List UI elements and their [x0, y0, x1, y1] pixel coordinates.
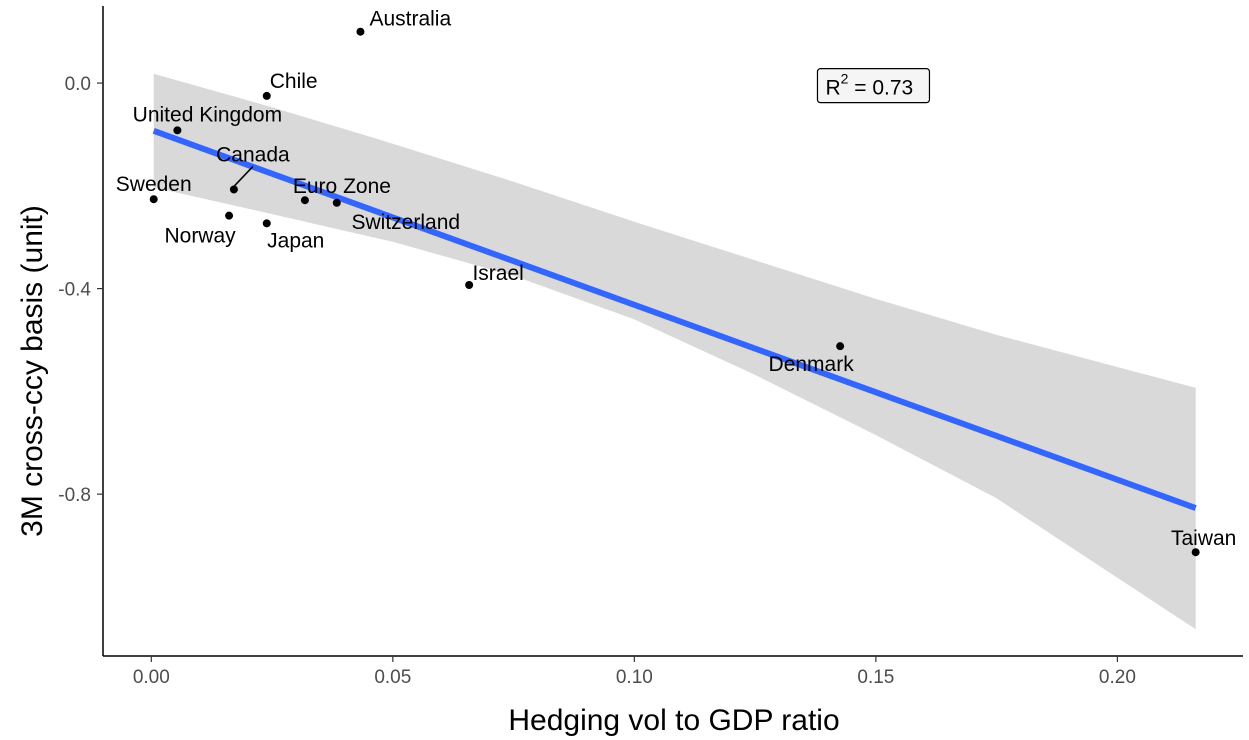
point-label: Sweden [116, 173, 192, 196]
point-label: Canada [216, 143, 290, 166]
data-point [836, 342, 845, 351]
data-point [225, 211, 234, 220]
point-label: Euro Zone [293, 175, 391, 198]
data-point [149, 195, 158, 204]
y-tick-label: -0.4 [58, 280, 91, 301]
point-label: Chile [270, 70, 318, 93]
x-tick-label: 0.05 [374, 667, 411, 688]
point-label: Japan [267, 229, 324, 252]
y-axis-title: 3M cross-ccy basis (unit) [16, 205, 49, 537]
data-point [173, 126, 182, 135]
data-point [262, 91, 271, 100]
confidence-band [153, 73, 1196, 630]
data-point [332, 198, 341, 207]
x-tick-label: 0.10 [616, 667, 653, 688]
data-point [300, 196, 309, 205]
point-label: Israel [472, 262, 523, 285]
point-label: Australia [369, 8, 451, 31]
point-label: Taiwan [1171, 527, 1236, 550]
data-point [465, 281, 474, 290]
data-point [229, 185, 238, 194]
r-squared-box [816, 68, 931, 104]
x-axis-title: Hedging vol to GDP ratio [508, 704, 839, 737]
x-tick-label: 0.00 [133, 667, 170, 688]
r-squared-label: R2 = 0.73 [825, 71, 913, 100]
point-label: Norway [164, 225, 236, 248]
data-point [1191, 548, 1200, 557]
point-label: United Kingdom [133, 103, 282, 126]
y-tick-label: -0.8 [58, 485, 91, 506]
label-leader-line [233, 165, 254, 187]
data-point [356, 27, 365, 36]
y-tick-label: 0.0 [65, 74, 91, 95]
x-tick-label: 0.20 [1099, 667, 1136, 688]
x-tick-label: 0.15 [857, 667, 894, 688]
point-label: Switzerland [352, 211, 461, 234]
regression-line [152, 128, 1197, 511]
point-label: Denmark [769, 353, 855, 376]
data-point [262, 219, 271, 228]
